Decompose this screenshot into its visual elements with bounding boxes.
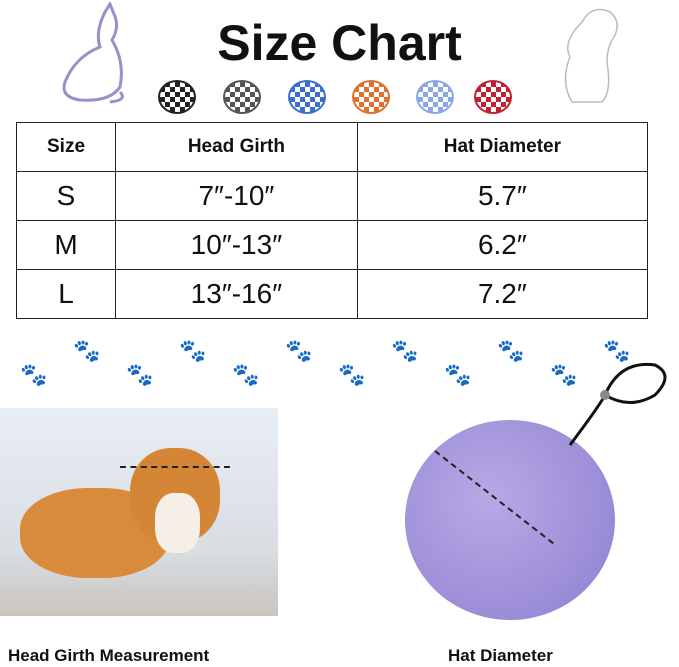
table-header-row: Size Head Girth Hat Diameter: [15, 122, 649, 172]
hat-swatch-red: [474, 80, 512, 114]
caption-head-girth: Head Girth Measurement: [8, 646, 210, 665]
hat-swatch-lightblue: [416, 80, 454, 114]
head-girth-line: [120, 466, 230, 468]
hat-swatch-gray: [223, 80, 261, 114]
header-size: Size: [15, 122, 117, 172]
cell: 13″-16″: [115, 269, 358, 319]
corgi-photo: [0, 408, 278, 616]
cell: 7.2″: [356, 269, 649, 319]
paw-print-icon: 🐾: [444, 362, 472, 387]
hat-drawstring-icon: [568, 362, 667, 446]
paw-print-icon: 🐾: [603, 338, 631, 363]
cat-outline-icon: [62, 2, 124, 104]
page-title: Size Chart: [217, 15, 462, 71]
paw-print-icon: 🐾: [126, 362, 154, 387]
cell: L: [15, 269, 117, 319]
paw-print-icon: 🐾: [497, 338, 525, 363]
hat-image: [405, 420, 615, 620]
dog-outline-icon: [564, 8, 618, 103]
header-hat-diameter: Hat Diameter: [356, 122, 649, 172]
paw-print-icon: 🐾: [232, 362, 260, 387]
hat-diameter-arrow: [434, 450, 554, 545]
size-table: Size Head Girth Hat Diameter S 7″-10″ 5.…: [15, 122, 649, 319]
hat-swatch-black: [158, 80, 196, 114]
paw-print-icon: 🐾: [391, 338, 419, 363]
cell: 5.7″: [356, 171, 649, 221]
cell: S: [15, 171, 117, 221]
cell: 7″-10″: [115, 171, 358, 221]
table-row: L 13″-16″ 7.2″: [15, 269, 649, 319]
cell: 6.2″: [356, 220, 649, 270]
hat-swatch-orange: [352, 80, 390, 114]
paw-print-icon: 🐾: [285, 338, 313, 363]
caption-hat-diameter: Hat Diameter: [448, 646, 553, 665]
cell: M: [15, 220, 117, 270]
hat-swatch-blue: [288, 80, 326, 114]
table-row: M 10″-13″ 6.2″: [15, 220, 649, 270]
table-row: S 7″-10″ 5.7″: [15, 171, 649, 221]
paw-print-icon: 🐾: [179, 338, 207, 363]
cell: 10″-13″: [115, 220, 358, 270]
paw-print-icon: 🐾: [20, 362, 48, 387]
header-head-girth: Head Girth: [115, 122, 358, 172]
paw-print-icon: 🐾: [338, 362, 366, 387]
corgi-muzzle: [155, 493, 200, 553]
paw-print-icon: 🐾: [550, 362, 578, 387]
paw-print-icon: 🐾: [73, 338, 101, 363]
